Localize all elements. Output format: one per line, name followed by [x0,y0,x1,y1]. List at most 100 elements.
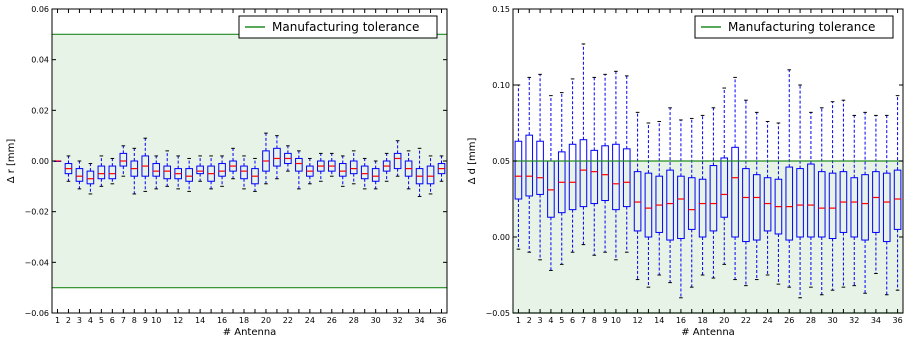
y-tick-label: −0.02 [24,208,49,217]
box-antenna-32 [393,140,402,177]
box-iqr [655,175,664,233]
box-iqr [393,152,402,170]
box-iqr [752,174,761,241]
x-tick-label: 12 [632,316,642,325]
x-tick-label: 14 [654,316,664,325]
box-iqr [687,177,696,230]
box-iqr [709,165,718,232]
box-iqr [163,165,172,180]
legend: Manufacturing tolerance [694,15,894,39]
x-tick-label: 4 [88,316,93,325]
box-antenna-31 [382,152,391,182]
box-antenna-21 [731,76,739,281]
x-tick-label: 5 [99,316,104,325]
x-tick-label: 5 [559,316,564,325]
box-antenna-2 [525,76,534,253]
box-antenna-16 [218,155,226,187]
box-iqr [273,147,281,167]
x-tick-label: 3 [77,316,82,325]
x-tick-label: 24 [762,316,772,325]
x-tick-label: 9 [143,316,148,325]
box-antenna-12 [633,111,642,281]
y-tick-label: 0.00 [492,233,510,242]
box-iqr [568,143,577,211]
box-antenna-22 [284,145,292,172]
box-iqr [677,175,685,240]
box-iqr [720,157,729,218]
y-tick-label: 0.10 [492,81,510,90]
x-tick-label: 2 [527,316,532,325]
box-antenna-30 [371,160,380,190]
box-iqr [785,166,794,241]
box-antenna-14 [196,155,204,182]
box-antenna-11 [622,75,631,253]
x-tick-label: 1 [516,316,521,325]
x-tick-label: 28 [806,316,816,325]
x-tick-label: 8 [592,316,597,325]
box-antenna-24 [306,157,314,185]
box-series [53,132,446,197]
box-iqr [644,172,653,238]
box-iqr [152,163,161,177]
x-tick-label: 3 [538,316,543,325]
box-antenna-34 [415,147,424,197]
box-iqr [185,168,193,182]
box-antenna-8 [130,147,139,195]
x-tick-label: 12 [173,316,183,325]
x-tick-label: 24 [305,316,315,325]
box-antenna-26 [785,69,794,288]
x-tick-label: 34 [871,316,881,325]
box-antenna-23 [295,150,303,190]
box-iqr [612,143,620,211]
tolerance-band [52,34,447,288]
box-antenna-13 [644,122,653,288]
legend: Manufacturing tolerance [238,15,438,39]
box-antenna-6 [568,78,577,253]
box-iqr [338,163,347,177]
box-antenna-22 [742,99,750,287]
box-iqr [807,163,815,238]
box-antenna-10 [612,70,620,261]
box-antenna-31 [839,99,848,288]
box-antenna-26 [327,152,336,177]
box-antenna-36 [437,155,446,182]
box-antenna-23 [752,111,761,281]
box-antenna-17 [687,117,696,288]
x-axis-ticks: 1 2 3 4 5 6 7 8 9 10 12 14 16 18 20 22 24 26 28 30 32 34 36 [516,9,903,325]
box-iqr [763,177,772,232]
box-iqr [196,165,204,175]
box-iqr [893,169,902,230]
right-panel: 0.150.100.050.00−0.05 1 2 3 4 5 6 7 8 9 10 12 14 16 1… [467,5,904,338]
box-antenna-19 [709,107,718,279]
x-tick-label: 1 [55,316,60,325]
box-antenna-12 [174,155,182,190]
box-antenna-36 [893,95,902,291]
x-tick-label: 9 [603,316,608,325]
x-tick-label: 10 [151,316,161,325]
x-tick-label: 34 [414,316,424,325]
box-iqr [579,139,588,208]
box-series [514,43,902,299]
box-antenna-33 [861,111,869,294]
box-iqr [828,172,837,240]
x-tick-label: 32 [849,316,859,325]
y-tick-label: 0.05 [492,157,510,166]
box-antenna-15 [207,155,215,190]
box-antenna-18 [698,114,707,276]
box-iqr [426,165,435,185]
box-iqr [349,160,358,175]
box-antenna-2 [64,155,73,182]
box-antenna-35 [882,114,891,296]
x-tick-label: 20 [719,316,729,325]
box-antenna-13 [185,157,193,192]
box-antenna-20 [262,132,270,185]
box-iqr [240,165,248,180]
y-axis-label: Δ r [mm] [6,139,17,184]
box-antenna-17 [229,147,237,180]
box-antenna-25 [317,152,325,182]
x-tick-label: 18 [697,316,707,325]
box-antenna-32 [850,114,859,287]
box-antenna-16 [677,119,685,299]
box-antenna-3 [536,73,544,261]
